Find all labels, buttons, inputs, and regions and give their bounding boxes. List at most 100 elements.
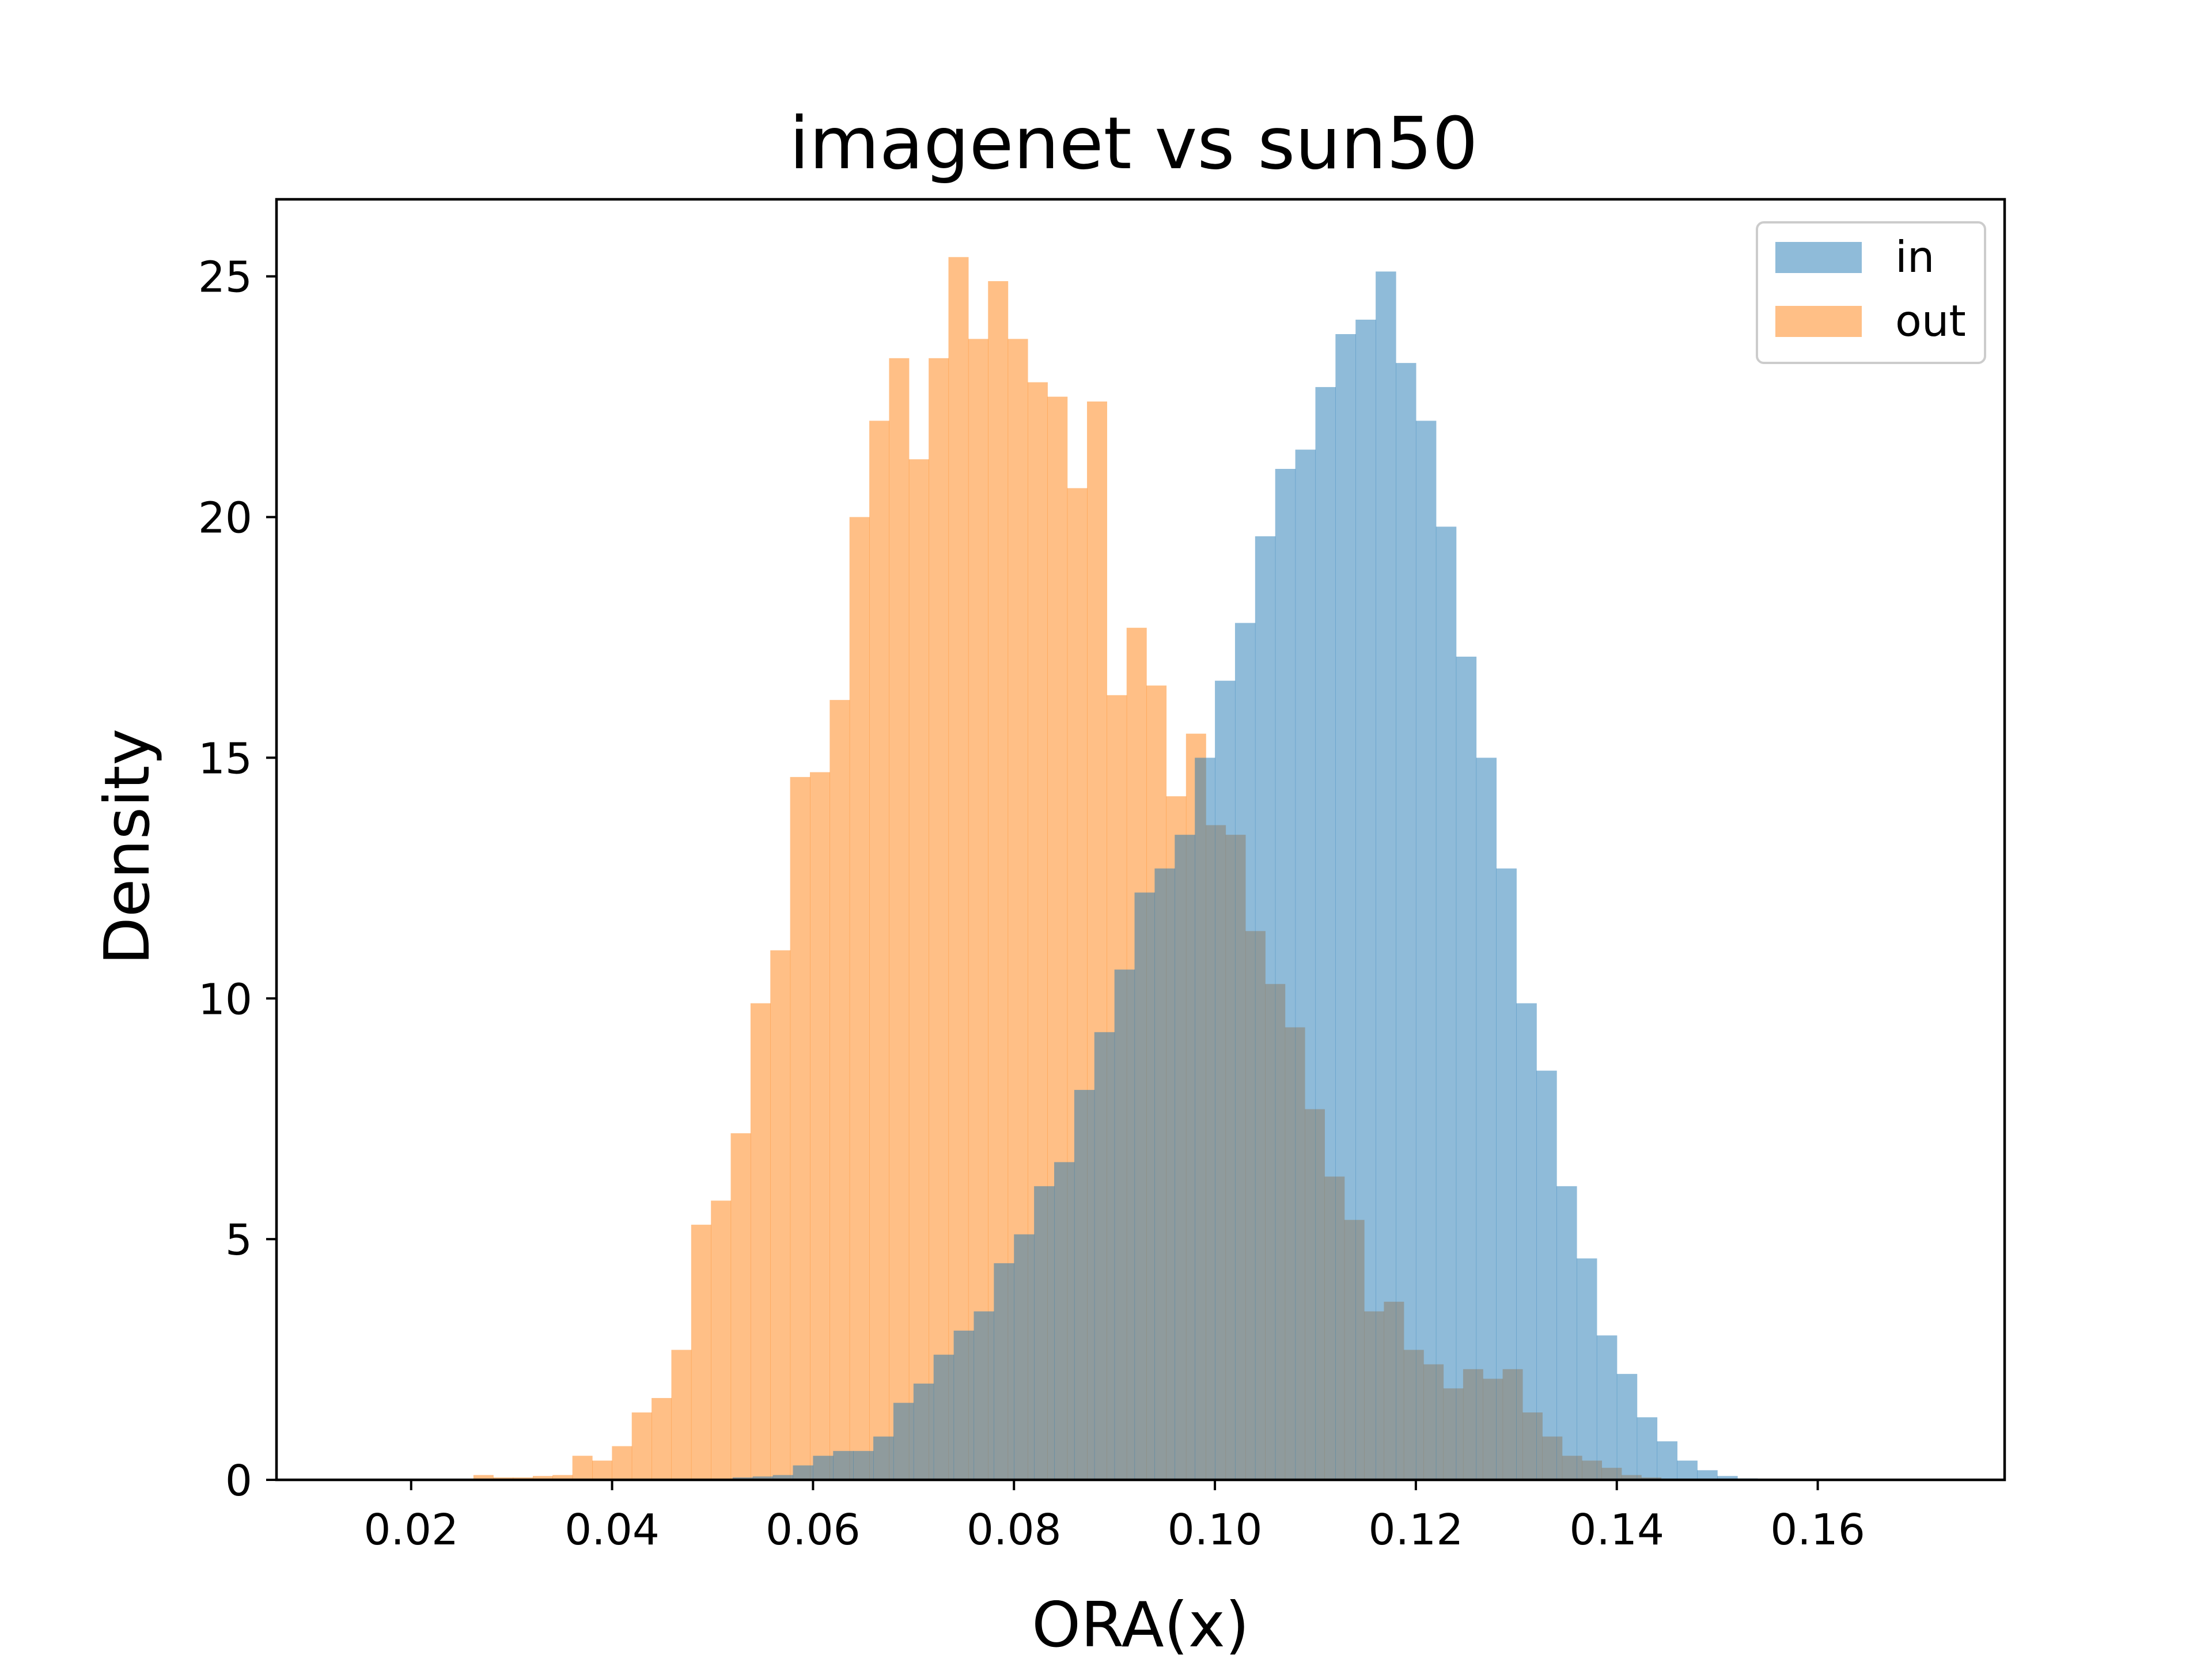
histogram-bar-in bbox=[1275, 469, 1296, 1480]
series-in-bars bbox=[732, 271, 1758, 1480]
histogram-bar-out bbox=[948, 257, 969, 1480]
histogram-bar-out bbox=[908, 459, 929, 1480]
histogram-bar-in bbox=[1014, 1234, 1035, 1480]
histogram-bar-in bbox=[994, 1263, 1014, 1480]
histogram-bar-out bbox=[809, 772, 830, 1480]
y-tick-label: 5 bbox=[225, 1215, 252, 1265]
histogram-bar-in bbox=[1335, 334, 1356, 1480]
histogram-bar-out bbox=[750, 1003, 771, 1480]
y-tick-label: 25 bbox=[198, 253, 252, 302]
legend: in out bbox=[1756, 221, 1986, 364]
histogram-bar-out bbox=[612, 1446, 632, 1480]
histogram-bar-in bbox=[1596, 1335, 1618, 1480]
histogram-bar-in bbox=[752, 1476, 774, 1480]
y-tick-label: 15 bbox=[198, 734, 252, 783]
histogram-bar-in bbox=[1717, 1476, 1738, 1480]
histogram-bar-in bbox=[1175, 835, 1195, 1480]
chart-title: imagenet vs sun50 bbox=[789, 102, 1478, 185]
legend-label-out: out bbox=[1895, 296, 1966, 346]
histogram-bar-out bbox=[592, 1460, 612, 1480]
histogram-bar-in bbox=[1034, 1186, 1055, 1480]
y-tick-label: 10 bbox=[198, 975, 252, 1024]
histogram-bar-in bbox=[1054, 1162, 1075, 1480]
histogram-bar-in bbox=[1376, 271, 1396, 1480]
x-tick-label: 0.10 bbox=[1168, 1505, 1263, 1555]
histogram-bar-in bbox=[913, 1383, 934, 1480]
histogram-bar-out bbox=[869, 421, 890, 1480]
histogram-bar-out bbox=[473, 1475, 494, 1480]
x-tick-label: 0.16 bbox=[1770, 1505, 1865, 1555]
histogram-bar-in bbox=[1456, 656, 1477, 1480]
histogram-bar-out bbox=[652, 1397, 672, 1480]
legend-swatch-out bbox=[1775, 306, 1862, 337]
histogram-bar-out bbox=[968, 339, 988, 1480]
x-tick-label: 0.08 bbox=[967, 1505, 1062, 1555]
x-tick-label: 0.06 bbox=[766, 1505, 861, 1555]
histogram-bar-in bbox=[1415, 421, 1437, 1480]
histogram-bar-out bbox=[631, 1412, 652, 1480]
histogram-bar-in bbox=[933, 1354, 955, 1480]
histogram-bar-in bbox=[793, 1465, 813, 1480]
histogram-bar-in bbox=[853, 1450, 874, 1480]
histogram-bar-in bbox=[1536, 1070, 1557, 1480]
histogram-bar-out bbox=[711, 1200, 732, 1480]
histogram-bar-in bbox=[873, 1436, 894, 1480]
histogram-bar-in bbox=[1134, 892, 1156, 1480]
plot-area-frame bbox=[275, 198, 2006, 1482]
histogram-bar-out bbox=[929, 358, 949, 1480]
histogram-bar-in bbox=[1215, 680, 1236, 1480]
histogram-bar-in bbox=[1094, 1032, 1115, 1480]
x-axis-ticks: 0.02 0.04 0.06 0.08 0.10 0.12 0.14 0.16 bbox=[363, 1480, 1865, 1555]
histogram-bar-in bbox=[1195, 757, 1215, 1480]
histogram-bar-out bbox=[730, 1133, 751, 1480]
x-tick-label: 0.12 bbox=[1369, 1505, 1464, 1555]
histogram-bar-out bbox=[830, 700, 850, 1480]
y-tick-label: 0 bbox=[225, 1456, 252, 1506]
histogram-bar-out bbox=[889, 358, 910, 1480]
histogram-bar-in bbox=[1697, 1470, 1718, 1480]
histogram-bar-in bbox=[1234, 623, 1256, 1480]
histogram-bar-out bbox=[849, 517, 870, 1480]
histogram-bar-in bbox=[1315, 387, 1336, 1480]
histogram-bar-in bbox=[953, 1330, 975, 1480]
histogram-bar-in bbox=[1616, 1374, 1638, 1480]
histogram-bar-in bbox=[1677, 1460, 1698, 1480]
histogram-bar-in bbox=[1154, 868, 1175, 1480]
x-axis-label: ORA(x) bbox=[1032, 1589, 1249, 1659]
y-axis-ticks: 0 5 10 15 20 25 bbox=[198, 253, 276, 1506]
legend-label-in: in bbox=[1895, 232, 1934, 282]
histogram-bar-out bbox=[790, 777, 810, 1480]
histogram-bar-out bbox=[691, 1225, 711, 1480]
histogram-bar-in bbox=[1637, 1417, 1658, 1480]
histogram-bar-in bbox=[1396, 363, 1416, 1480]
histogram-bar-in bbox=[1255, 536, 1276, 1480]
histogram-bar-out bbox=[572, 1456, 593, 1480]
x-tick-label: 0.02 bbox=[363, 1505, 459, 1555]
histogram-bar-in bbox=[1074, 1090, 1095, 1480]
histogram-bar-in bbox=[1496, 868, 1517, 1480]
histogram-bar-in bbox=[1435, 527, 1457, 1480]
histogram-bar-in bbox=[813, 1456, 834, 1480]
histogram-bar-in bbox=[1114, 969, 1135, 1480]
histogram-bar-in bbox=[1476, 757, 1497, 1480]
x-tick-label: 0.14 bbox=[1569, 1505, 1664, 1555]
y-tick-label: 20 bbox=[198, 494, 252, 543]
legend-swatch-in bbox=[1775, 242, 1862, 273]
histogram-bar-in bbox=[1576, 1258, 1597, 1480]
histogram-bar-out bbox=[532, 1476, 553, 1480]
y-axis-label: Density bbox=[92, 729, 164, 965]
histogram-bar-in bbox=[1295, 449, 1316, 1480]
histogram-bar-out bbox=[770, 950, 791, 1480]
histogram-bar-in bbox=[1516, 1003, 1537, 1480]
histogram-bar-out bbox=[552, 1475, 573, 1480]
histogram-bar-in bbox=[1657, 1441, 1677, 1480]
histogram-bar-in bbox=[772, 1475, 794, 1480]
histogram-bar-in bbox=[1556, 1186, 1577, 1480]
histogram-bar-in bbox=[893, 1403, 914, 1480]
x-tick-label: 0.04 bbox=[565, 1505, 660, 1555]
histogram-bar-in bbox=[833, 1450, 854, 1480]
histogram-bar-out bbox=[671, 1350, 692, 1480]
histogram-bar-in bbox=[1355, 319, 1376, 1480]
histogram-bar-in bbox=[974, 1311, 994, 1480]
